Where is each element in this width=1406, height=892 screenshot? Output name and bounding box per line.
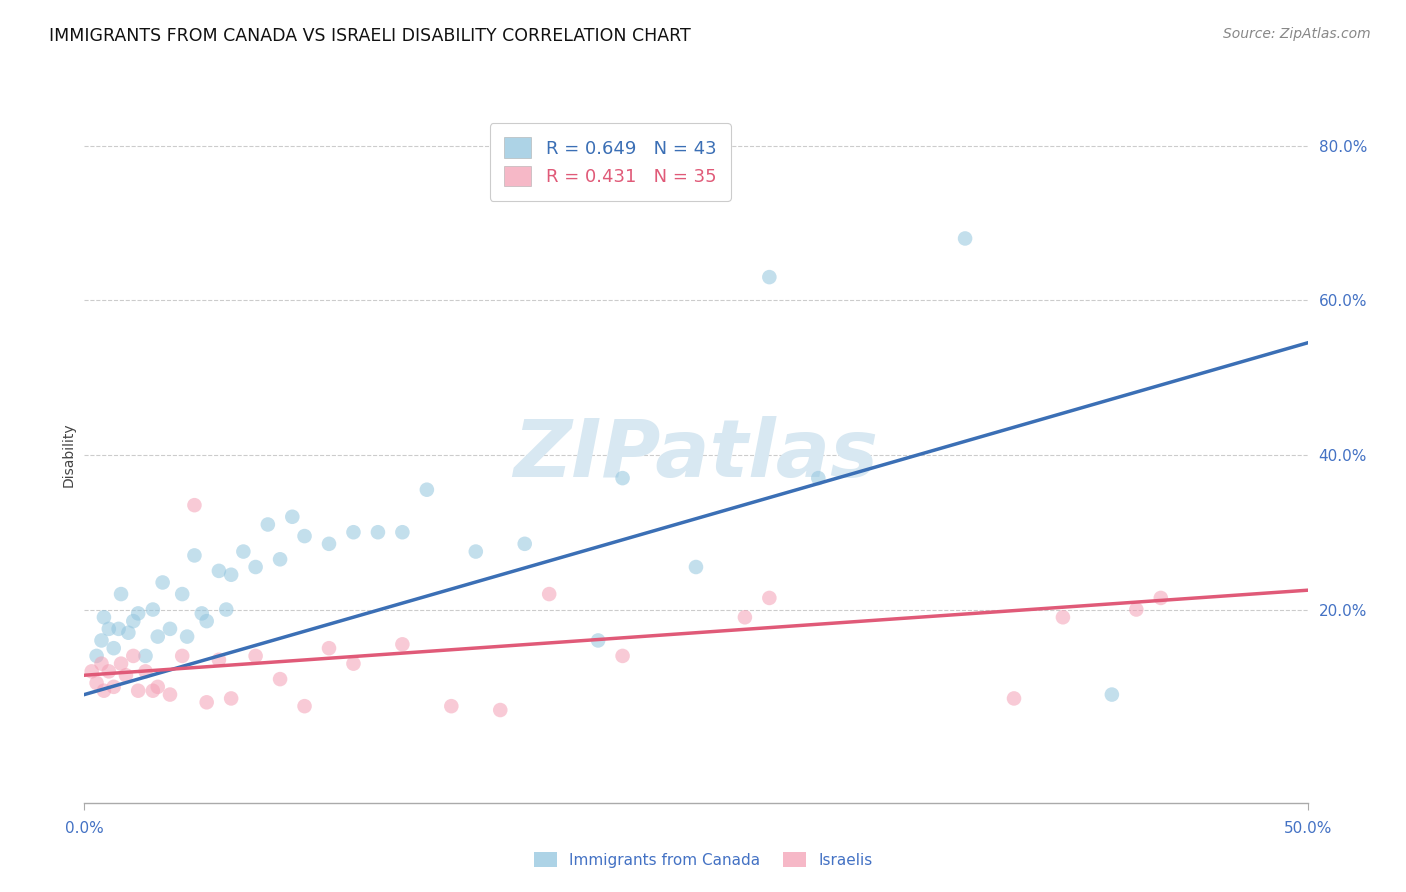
- Point: [127, 607, 149, 621]
- Point: [215, 602, 238, 616]
- Point: [294, 529, 316, 543]
- Point: [80, 665, 103, 679]
- Point: [1052, 610, 1074, 624]
- Point: [93, 683, 115, 698]
- Point: [103, 680, 125, 694]
- Point: [172, 648, 194, 663]
- Point: [90, 633, 112, 648]
- Point: [416, 483, 439, 497]
- Point: [538, 587, 561, 601]
- Point: [391, 525, 413, 540]
- Point: [135, 665, 157, 679]
- Point: [586, 633, 609, 648]
- Text: ZIPatlas: ZIPatlas: [513, 416, 879, 494]
- Point: [86, 676, 108, 690]
- Point: [489, 703, 512, 717]
- Point: [612, 471, 634, 485]
- Point: [318, 641, 340, 656]
- Point: [208, 653, 231, 667]
- Point: [367, 525, 389, 540]
- Point: [440, 699, 463, 714]
- Point: [257, 517, 280, 532]
- Text: IMMIGRANTS FROM CANADA VS ISRAELI DISABILITY CORRELATION CHART: IMMIGRANTS FROM CANADA VS ISRAELI DISABI…: [49, 27, 690, 45]
- Point: [807, 471, 830, 485]
- Point: [146, 630, 169, 644]
- Y-axis label: Disability: Disability: [62, 423, 76, 487]
- Point: [195, 695, 218, 709]
- Text: Source: ZipAtlas.com: Source: ZipAtlas.com: [1223, 27, 1371, 41]
- Point: [142, 683, 165, 698]
- Point: [110, 657, 132, 671]
- Point: [110, 587, 132, 601]
- Point: [135, 648, 157, 663]
- Point: [294, 699, 316, 714]
- Point: [685, 560, 707, 574]
- Point: [391, 637, 413, 651]
- Point: [219, 691, 242, 706]
- Point: [127, 683, 149, 698]
- Point: [269, 552, 291, 566]
- Point: [142, 602, 165, 616]
- Point: [152, 575, 174, 590]
- Point: [191, 607, 214, 621]
- Point: [734, 610, 756, 624]
- Point: [269, 672, 291, 686]
- Point: [115, 668, 138, 682]
- Point: [245, 648, 267, 663]
- Point: [107, 622, 129, 636]
- Point: [122, 648, 145, 663]
- Point: [146, 680, 169, 694]
- Point: [86, 648, 108, 663]
- Point: [122, 614, 145, 628]
- Point: [342, 525, 364, 540]
- Point: [208, 564, 231, 578]
- Legend: R = 0.649   N = 43, R = 0.431   N = 35: R = 0.649 N = 43, R = 0.431 N = 35: [489, 123, 731, 201]
- Point: [159, 688, 181, 702]
- Point: [97, 622, 120, 636]
- Point: [195, 614, 218, 628]
- Point: [159, 622, 181, 636]
- Point: [953, 231, 976, 245]
- Point: [342, 657, 364, 671]
- Point: [245, 560, 267, 574]
- Point: [1002, 691, 1025, 706]
- Point: [97, 665, 120, 679]
- Point: [172, 587, 194, 601]
- Point: [183, 498, 205, 512]
- Point: [758, 591, 780, 605]
- Point: [90, 657, 112, 671]
- Point: [318, 537, 340, 551]
- Point: [1101, 688, 1123, 702]
- Point: [183, 549, 205, 563]
- Point: [758, 270, 780, 285]
- Point: [93, 610, 115, 624]
- Point: [464, 544, 486, 558]
- Point: [612, 648, 634, 663]
- Legend: Immigrants from Canada, Israelis: Immigrants from Canada, Israelis: [526, 844, 880, 875]
- Point: [219, 567, 242, 582]
- Point: [513, 537, 536, 551]
- Point: [117, 625, 139, 640]
- Point: [103, 641, 125, 656]
- Point: [176, 630, 198, 644]
- Point: [1150, 591, 1173, 605]
- Point: [1125, 602, 1147, 616]
- Point: [232, 544, 254, 558]
- Point: [281, 509, 304, 524]
